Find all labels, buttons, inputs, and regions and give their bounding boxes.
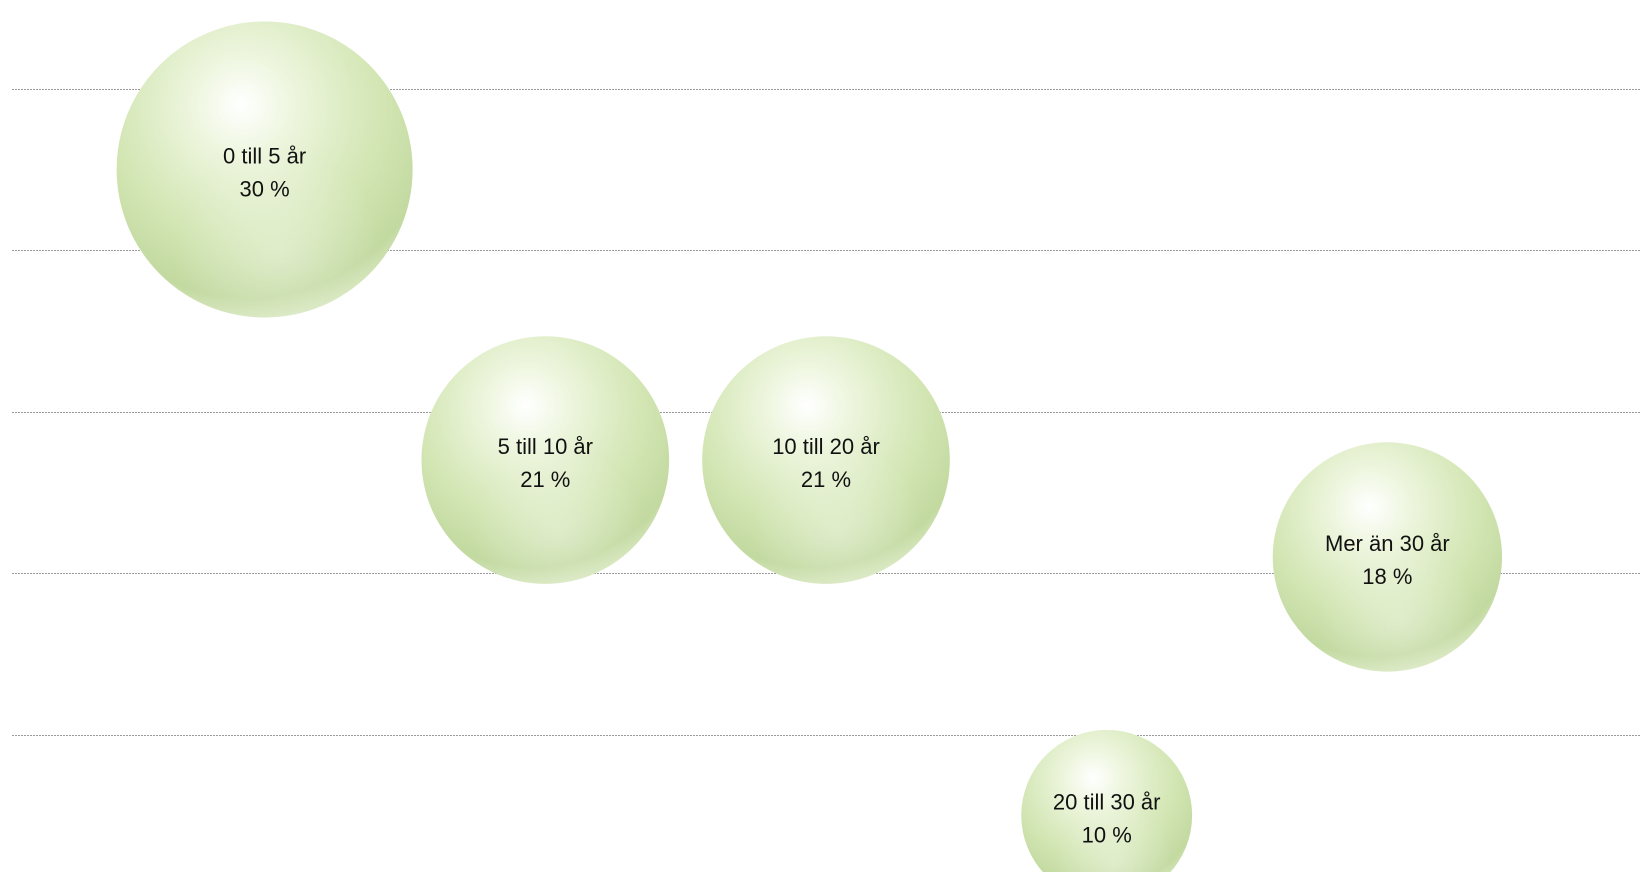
bubble-value-label-4: 10 % (1082, 822, 1132, 847)
bubble-glow-3 (1272, 442, 1503, 672)
bubble-glow-0 (116, 21, 413, 318)
bubble-1: 5 till 10 år 21 % (421, 336, 670, 584)
bubble-category-label-0: 0 till 5 år (223, 143, 306, 168)
bubble-glow-2 (702, 336, 950, 584)
bubble-category-label-1: 5 till 10 år (498, 434, 593, 459)
bubble-value-label-1: 21 % (520, 467, 570, 492)
bubble-category-label-2: 10 till 20 år (772, 434, 880, 459)
bubble-value-label-0: 30 % (240, 176, 290, 201)
bubble-glow-4 (1021, 729, 1193, 872)
bubble-4: 20 till 30 år 10 % (1021, 729, 1193, 872)
bubble-0: 0 till 5 år 30 % (116, 21, 413, 318)
bubble-value-label-3: 18 % (1362, 564, 1412, 589)
bubble-glow-1 (421, 336, 670, 584)
bubble-category-label-3: Mer än 30 år (1325, 531, 1450, 556)
bubble-category-label-4: 20 till 30 år (1053, 789, 1161, 814)
bubble-2: 10 till 20 år 21 % (702, 336, 950, 584)
bubble-value-label-2: 21 % (801, 467, 851, 492)
bubble-3: Mer än 30 år 18 % (1272, 442, 1503, 672)
